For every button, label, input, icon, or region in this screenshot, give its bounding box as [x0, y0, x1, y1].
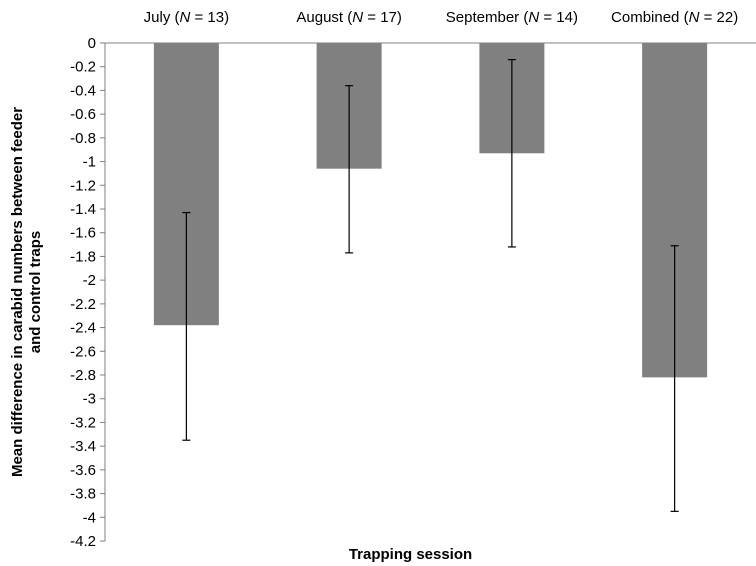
y-axis-ticks: 0 -0.2 -0.4 -0.6 -0.8 -1 -1.2 -1.4 -1.6 -1.8 -2 -2.…	[70, 35, 105, 550]
y-tick-label: -1.2	[70, 177, 96, 194]
y-axis-title: Mean difference in carabid numbers betwe…	[9, 107, 44, 477]
category-labels: July (N = 13) August (N = 17) September (N…	[144, 9, 739, 26]
y-tick-label: -2	[83, 272, 96, 289]
y-tick-label: -3	[83, 391, 96, 408]
y-tick-label: -1.8	[70, 248, 96, 265]
category-label: July (N = 13)	[144, 9, 229, 26]
category-label: September (N = 14)	[446, 9, 578, 26]
error-bar	[182, 211, 191, 441]
y-tick-label: -2.4	[70, 320, 96, 337]
error-bars	[182, 58, 679, 512]
y-tick-label: -1.4	[70, 201, 96, 218]
category-label: Combined (N = 22)	[611, 9, 738, 26]
y-tick-label: -2.2	[70, 296, 96, 313]
y-tick-label: -0.6	[70, 106, 96, 123]
y-tick-label: -1.6	[70, 225, 96, 242]
bars	[153, 43, 708, 378]
y-tick-label: -3.8	[70, 486, 96, 503]
y-tick-label: -0.8	[70, 130, 96, 147]
y-tick-label: -3.2	[70, 414, 96, 431]
y-tick-label: -0.4	[70, 82, 96, 99]
y-tick-label: -0.2	[70, 59, 96, 76]
y-tick-label: 0	[88, 35, 96, 52]
x-axis-title: Trapping session	[349, 546, 472, 563]
error-bar	[670, 245, 679, 512]
y-tick-label: -1	[83, 154, 96, 171]
y-axis-title-text: Mean difference in carabid numbers betwe…	[9, 107, 44, 477]
error-bar	[507, 58, 516, 248]
y-tick-label: -2.8	[70, 367, 96, 384]
category-label: August (N = 17)	[296, 9, 402, 26]
error-bar	[345, 85, 354, 254]
y-tick-label: -2.6	[70, 343, 96, 360]
y-tick-label: -3.6	[70, 462, 96, 479]
y-tick-label: -4.2	[70, 533, 96, 550]
y-tick-label: -4	[83, 509, 96, 526]
y-tick-label: -3.4	[70, 438, 96, 455]
